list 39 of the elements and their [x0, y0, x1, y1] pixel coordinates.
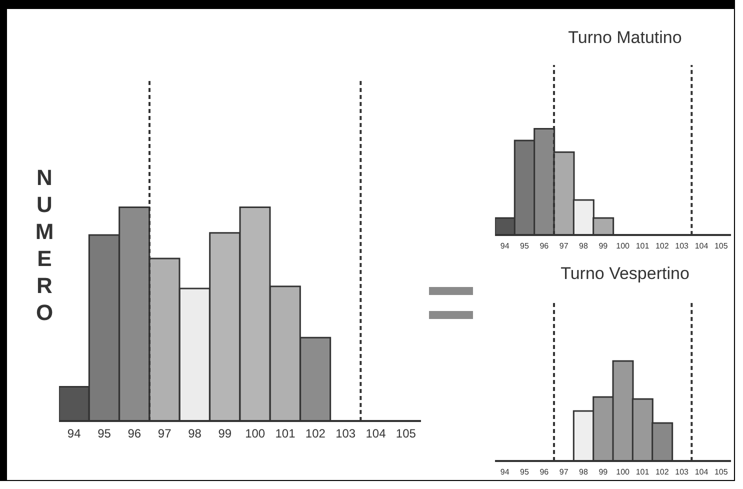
x-tick-label: 103	[336, 426, 356, 441]
x-tick-label: 96	[540, 242, 550, 251]
x-tick-label: 105	[714, 242, 728, 251]
chart-title: Turno Vespertino	[560, 263, 690, 285]
x-tick-label: 103	[675, 468, 690, 477]
chart-title: Turno Matutino	[567, 27, 683, 49]
x-tick-label: 104	[694, 242, 709, 251]
x-tick-label: 99	[598, 468, 608, 477]
x-tick-label: 96	[128, 426, 142, 441]
x-tick-label: 101	[275, 426, 296, 441]
x-tick-label: 100	[245, 426, 266, 441]
x-tick-label: 97	[559, 242, 569, 251]
x-tick-label: 99	[598, 242, 608, 251]
x-tick-label: 94	[500, 242, 510, 251]
x-tick-label: 103	[675, 242, 690, 251]
x-tick-label: 98	[579, 242, 588, 251]
x-tick-label: 97	[158, 426, 172, 441]
y-axis-title: NUMERO	[31, 165, 57, 327]
x-tick-label: 98	[188, 426, 202, 441]
x-tick-label: 94	[67, 426, 82, 441]
x-tick-label: 100	[616, 468, 630, 477]
x-tick-label: 102	[655, 468, 670, 477]
x-tick-label: 98	[579, 468, 588, 477]
x-tick-label: 101	[636, 468, 650, 477]
x-tick-label: 102	[655, 242, 670, 251]
x-tick-label: 95	[520, 468, 530, 477]
x-tick-label: 104	[694, 468, 709, 477]
x-tick-label: 100	[616, 242, 630, 251]
x-tick-label: 97	[559, 468, 569, 477]
x-tick-label: 104	[366, 426, 386, 441]
x-tick-label: 95	[98, 426, 112, 441]
x-tick-label: 96	[540, 468, 550, 477]
x-tick-label: 101	[636, 242, 650, 251]
x-tick-label: 95	[520, 242, 530, 251]
x-tick-label: 99	[218, 426, 232, 441]
x-tick-label: 94	[500, 468, 510, 477]
x-tick-label: 105	[396, 426, 416, 441]
x-tick-label: 102	[305, 426, 326, 441]
x-tick-label: 105	[714, 468, 728, 477]
